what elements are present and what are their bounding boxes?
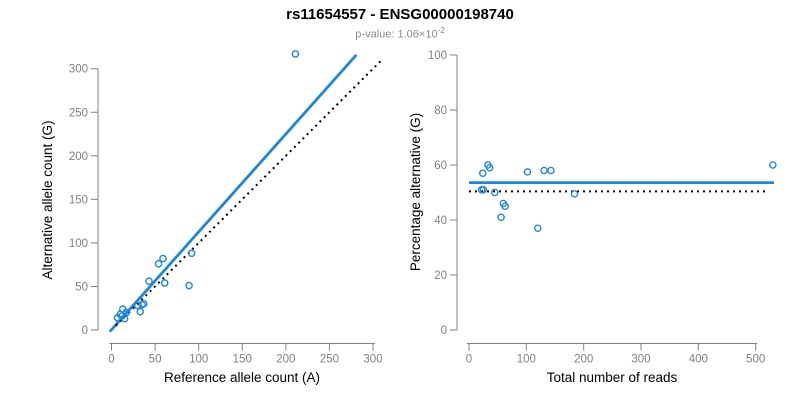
data-point <box>185 281 193 290</box>
identity-line <box>115 58 384 327</box>
y-tick-label: 100 <box>69 238 88 250</box>
data-point <box>540 166 548 175</box>
data-point <box>485 163 494 172</box>
y-tick-label: 20 <box>434 270 447 282</box>
x-tick-label: 400 <box>689 354 708 366</box>
data-point <box>122 308 131 317</box>
x-tick-label: 200 <box>574 354 593 366</box>
data-point <box>547 166 555 175</box>
regression-fit-line <box>108 53 358 333</box>
x-axis-title: Reference allele count (A) <box>164 370 320 385</box>
left-scatter-plot: 0 50 100 150 200 250 300 0 50 100 150 200 250 300 Refe… <box>40 50 384 385</box>
data-point <box>159 254 167 263</box>
x-tick-label: 200 <box>276 354 295 366</box>
y-tick-label: 100 <box>428 50 447 62</box>
y-tick-label: 150 <box>69 194 88 206</box>
y-tick-label: 50 <box>75 281 88 293</box>
right-scatter-plot: 0 20 40 60 80 100 0 100 200 300 400 500 Total number… <box>408 50 777 385</box>
y-tick-label: 300 <box>69 64 88 76</box>
x-tick-label: 500 <box>746 354 765 366</box>
x-tick-label: 300 <box>363 354 382 366</box>
data-point <box>136 307 145 316</box>
data-point <box>501 202 509 211</box>
pvalue-subtitle: p-value: 1.06×10-2 <box>0 26 800 41</box>
page-title: rs11654557 - ENSG00000198740 <box>286 6 514 23</box>
data-point <box>769 161 777 169</box>
y-tick-label: 0 <box>441 325 447 337</box>
y-axis-title: Percentage alternative (G) <box>408 113 423 271</box>
y-tick-label: 60 <box>434 160 447 172</box>
x-tick-label: 100 <box>517 354 536 366</box>
x-tick-label: 0 <box>466 354 472 366</box>
data-point <box>145 277 153 286</box>
data-point <box>291 50 300 58</box>
x-tick-label: 150 <box>233 354 252 366</box>
y-tick-label: 250 <box>69 107 88 119</box>
data-point <box>160 279 169 287</box>
data-point <box>478 169 487 178</box>
data-point <box>139 300 148 308</box>
pvalue-exponent: -2 <box>437 26 445 35</box>
data-point <box>154 260 163 268</box>
y-tick-label: 80 <box>434 105 447 117</box>
y-axis-title: Alternative allele count (G) <box>40 120 55 279</box>
x-tick-label: 50 <box>149 354 162 366</box>
data-point <box>570 190 579 198</box>
y-tick-label: 40 <box>434 215 447 227</box>
data-point <box>490 188 499 197</box>
x-tick-label: 300 <box>631 354 650 366</box>
y-tick-label: 0 <box>82 325 88 337</box>
data-point <box>523 168 532 176</box>
data-point <box>479 185 488 194</box>
data-point <box>497 213 505 222</box>
x-tick-label: 100 <box>189 354 208 366</box>
y-tick-label: 200 <box>69 151 88 163</box>
pvalue-text: p-value: 1.06×10 <box>355 28 438 41</box>
x-tick-label: 250 <box>320 354 339 366</box>
x-tick-label: 0 <box>108 354 114 366</box>
data-point <box>533 224 542 233</box>
x-axis-title: Total number of reads <box>547 370 678 385</box>
data-point <box>187 249 196 258</box>
